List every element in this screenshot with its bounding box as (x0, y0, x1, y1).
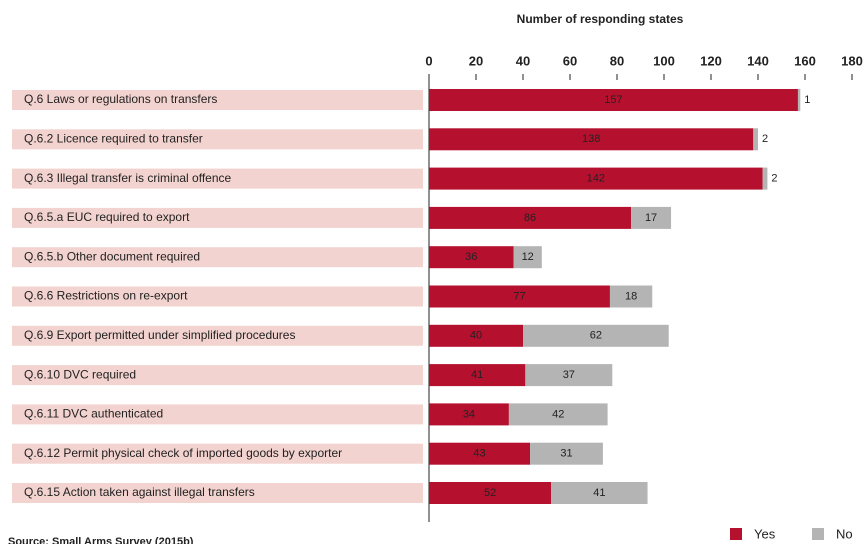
category-label: Q.6.12 Permit physical check of imported… (24, 446, 342, 460)
x-axis-label: Number of responding states (517, 12, 684, 26)
category-box (12, 443, 423, 464)
value-label: 77 (513, 290, 525, 302)
value-label: 157 (604, 94, 622, 106)
category-box (12, 247, 423, 268)
category-label: Q.6.5.b Other document required (24, 249, 200, 263)
x-tick-label: 60 (563, 53, 577, 68)
category-label: Q.6 Laws or regulations on transfers (24, 92, 217, 106)
value-label: 41 (471, 369, 483, 381)
category-label: Q.6.11 DVC authenticated (24, 407, 163, 421)
bar-segment (429, 364, 526, 387)
value-label: 17 (645, 212, 657, 224)
bar-segment (429, 324, 523, 347)
category-box (12, 129, 423, 150)
x-tick-label: 140 (747, 53, 769, 68)
bar-segment (513, 246, 542, 269)
bar-segment (609, 285, 653, 308)
value-label: 36 (465, 251, 477, 263)
value-label: 43 (473, 448, 485, 460)
category-label: Q.6.3 Illegal transfer is criminal offen… (24, 171, 232, 185)
bar-segment (525, 364, 613, 387)
category-label: Q.6.10 DVC required (24, 367, 136, 381)
legend-swatch (812, 528, 824, 540)
category-box (12, 404, 423, 425)
category-label: Q.6.15 Action taken against illegal tran… (24, 485, 255, 499)
bar-segment (551, 482, 648, 504)
x-tick-label: 160 (794, 53, 816, 68)
x-tick-label: 100 (653, 53, 675, 68)
legend-label: Yes (754, 526, 776, 541)
category-box (12, 90, 423, 110)
legend-swatch (730, 528, 742, 540)
bar-segment (429, 89, 798, 111)
category-label: Q.6.5.a EUC required to export (24, 210, 190, 224)
category-label: Q.6.6 Restrictions on re-export (24, 289, 188, 303)
value-label: 42 (552, 408, 564, 420)
value-label: 52 (484, 487, 496, 499)
value-label: 12 (522, 251, 534, 263)
category-box (12, 483, 423, 503)
bar-segment (631, 206, 672, 229)
value-label: 138 (582, 133, 600, 145)
bar-segment (429, 403, 509, 426)
category-box (12, 325, 423, 346)
bar-segment (429, 246, 514, 269)
value-label: 142 (587, 173, 605, 185)
value-label: 41 (593, 487, 605, 499)
x-tick-label: 40 (516, 53, 530, 68)
bar-segment (523, 324, 669, 347)
category-box (12, 286, 423, 307)
value-label: 2 (762, 133, 768, 145)
category-box (12, 365, 423, 386)
x-tick-label: 0 (425, 53, 432, 68)
category-box (12, 207, 423, 228)
bar-segment (762, 167, 768, 190)
bar-segment (530, 442, 603, 465)
x-tick-label: 80 (610, 53, 624, 68)
value-label: 18 (625, 290, 637, 302)
value-label: 34 (463, 408, 475, 420)
x-tick-label: 120 (700, 53, 722, 68)
category-label: Q.6.9 Export permitted under simplified … (24, 328, 295, 342)
value-label: 2 (771, 173, 777, 185)
bar-segment (508, 403, 608, 426)
x-tick-label: 180 (841, 53, 863, 68)
legend-label: No (836, 526, 853, 541)
category-box (12, 168, 423, 189)
bar-segment (429, 167, 763, 190)
bar-segment (429, 482, 552, 504)
value-label: 40 (470, 330, 482, 342)
bar-segment (429, 206, 632, 229)
value-label: 62 (590, 330, 602, 342)
value-label: 31 (560, 448, 572, 460)
x-tick-label: 20 (469, 53, 483, 68)
bar-segment (429, 442, 531, 465)
bar-segment (429, 285, 610, 308)
bar-segment (753, 128, 758, 151)
value-label: 37 (563, 369, 575, 381)
value-label: 1 (804, 94, 810, 106)
bar-segment (797, 89, 801, 111)
value-label: 86 (524, 212, 536, 224)
category-label: Q.6.2 Licence required to transfer (24, 131, 203, 145)
bar-segment (429, 128, 754, 151)
source: Source: Small Arms Survey (2015b) (8, 536, 194, 544)
